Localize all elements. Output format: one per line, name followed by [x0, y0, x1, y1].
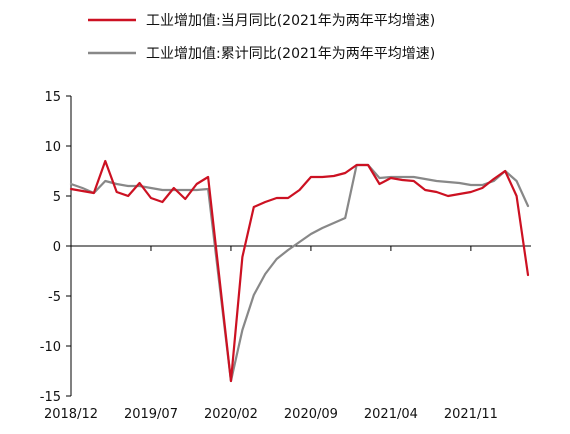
legend-label-monthly: 工业增加值:当月同比(2021年为两年平均增速) [146, 13, 435, 29]
y-tick-label: 0 [53, 240, 61, 255]
y-axis-ticks: 15 10 5 0 -5 -10 -15 [40, 90, 71, 405]
y-tick-label: 15 [44, 90, 61, 105]
x-tick-label: 2021/04 [364, 407, 418, 422]
y-tick-label: -15 [40, 390, 61, 405]
x-tick-label: 2019/07 [124, 407, 178, 422]
y-tick-label: -10 [40, 340, 61, 355]
legend-item-monthly: 工业增加值:当月同比(2021年为两年平均增速) [88, 13, 435, 29]
legend-label-cumulative: 工业增加值:累计同比(2021年为两年平均增速) [146, 46, 435, 62]
x-axis-ticks: 2018/12 2019/07 2020/02 2020/09 2021/04 2021/… [44, 246, 498, 422]
x-tick-label: 2021/11 [444, 407, 498, 422]
series-line-cumulative [69, 163, 530, 383]
y-tick-label: 5 [53, 190, 61, 205]
y-tick-label: 10 [44, 140, 61, 155]
x-tick-label: 2020/02 [204, 407, 258, 422]
x-tick-label: 2018/12 [44, 407, 98, 422]
y-axis: 15 10 5 0 -5 -10 -15 [40, 90, 72, 405]
x-tick-label: 2020/09 [284, 407, 338, 422]
series-line-monthly [69, 159, 530, 383]
x-axis: 2018/12 2019/07 2020/02 2020/09 2021/04 2021/… [44, 245, 531, 422]
y-tick-label: -5 [48, 290, 61, 305]
legend: 工业增加值:当月同比(2021年为两年平均增速) 工业增加值:累计同比(2021… [88, 13, 435, 62]
legend-item-cumulative: 工业增加值:累计同比(2021年为两年平均增速) [88, 46, 435, 62]
plot-area [69, 159, 530, 383]
